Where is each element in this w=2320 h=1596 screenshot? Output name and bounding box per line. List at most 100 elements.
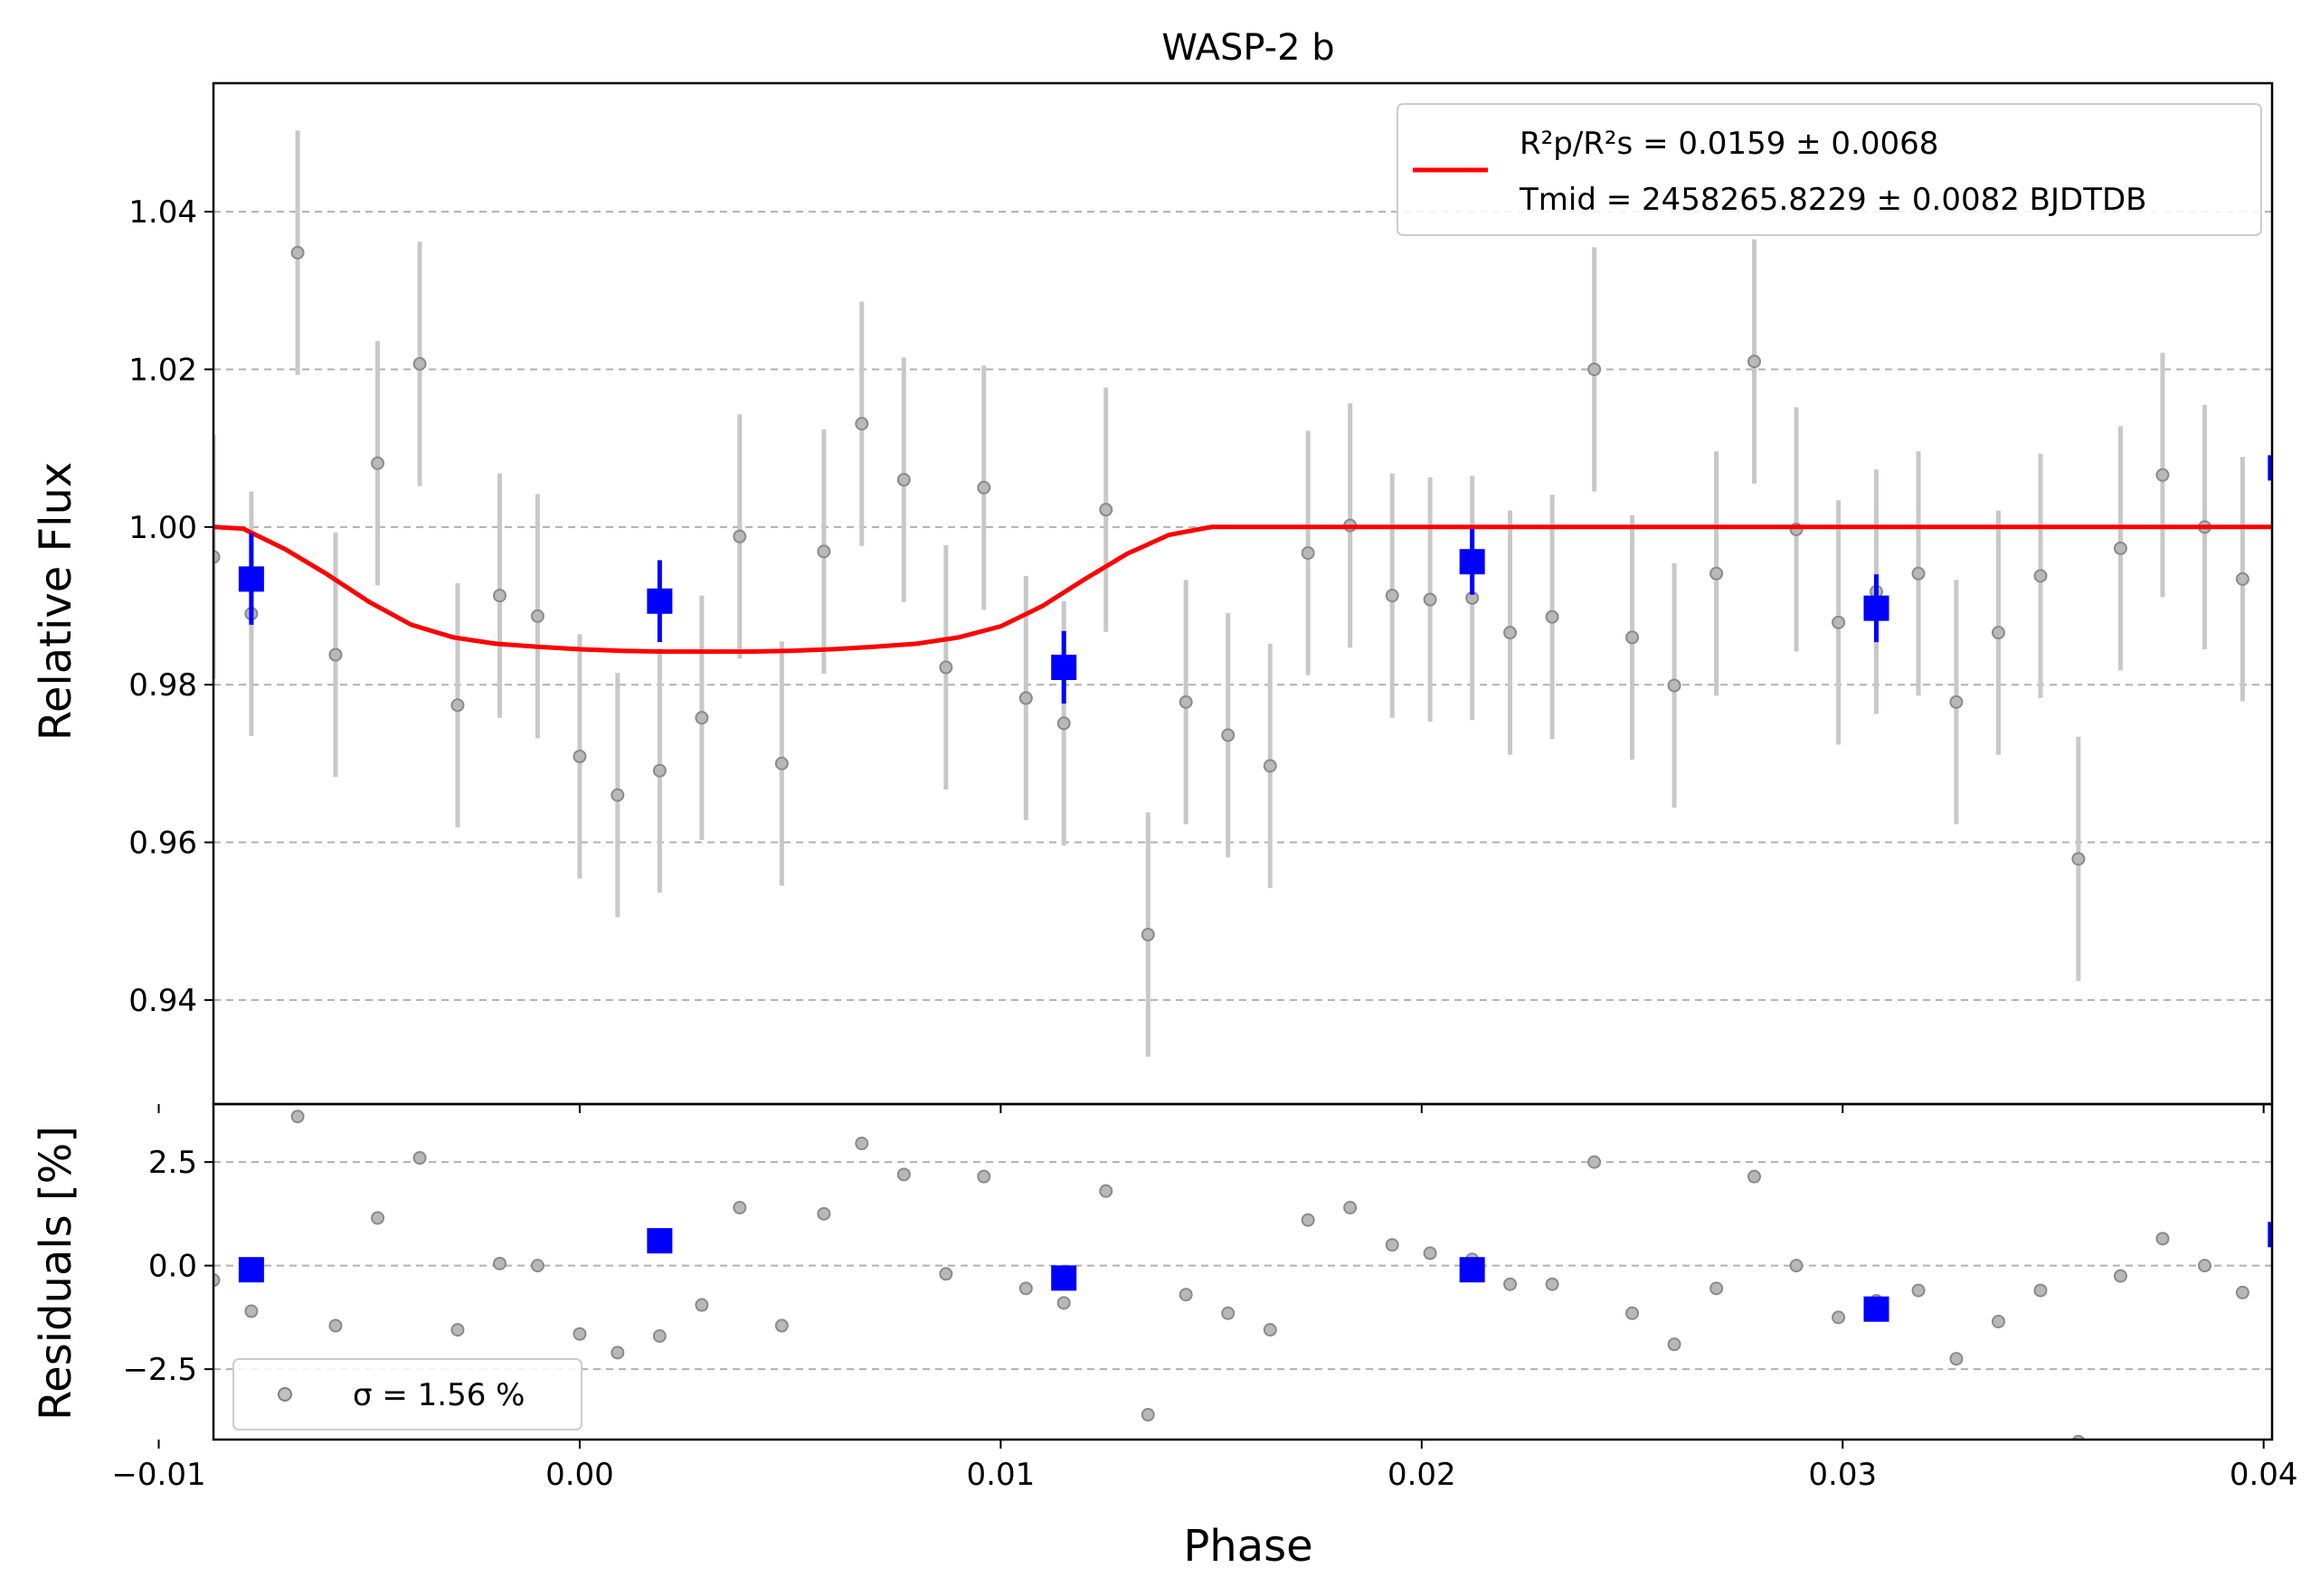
raw-residual-point bbox=[1911, 1283, 1926, 1298]
raw-data-point bbox=[855, 417, 869, 431]
raw-data-point bbox=[774, 756, 789, 770]
raw-residual-point bbox=[328, 1318, 343, 1333]
raw-residual-point bbox=[977, 1169, 991, 1184]
residual-y-tick-label: 0.0 bbox=[148, 1249, 197, 1285]
raw-residual-point bbox=[1545, 1277, 1559, 1291]
raw-residual-point bbox=[1179, 1288, 1193, 1302]
raw-data-point bbox=[1832, 615, 1846, 629]
raw-residual-point bbox=[1709, 1281, 1724, 1296]
raw-residual-point bbox=[1423, 1246, 1437, 1261]
binned-data-point bbox=[647, 588, 673, 614]
x-tick-label: 0.03 bbox=[1808, 1457, 1877, 1493]
x-tick-label: 0.04 bbox=[2230, 1457, 2298, 1493]
raw-data-point bbox=[1709, 566, 1724, 581]
raw-residual-point bbox=[2278, 1218, 2290, 1230]
raw-residual-point bbox=[1301, 1213, 1315, 1227]
raw-residual-point bbox=[450, 1323, 465, 1337]
raw-data-point bbox=[1099, 503, 1113, 517]
raw-data-point bbox=[1263, 759, 1277, 773]
raw-data-point bbox=[977, 480, 991, 495]
binned-data-point bbox=[238, 566, 264, 592]
raw-data-point bbox=[492, 589, 507, 603]
raw-residual-point bbox=[855, 1137, 869, 1151]
raw-data-point bbox=[2113, 541, 2127, 555]
raw-data-point bbox=[1503, 626, 1518, 640]
raw-residual-point bbox=[733, 1201, 747, 1215]
raw-residual-point bbox=[896, 1167, 911, 1182]
raw-residual-point bbox=[1099, 1184, 1113, 1198]
y-axis-label-flux: Relative Flux bbox=[31, 462, 81, 741]
raw-data-point bbox=[1018, 691, 1033, 705]
raw-residual-point bbox=[611, 1346, 625, 1360]
raw-data-point bbox=[573, 750, 587, 764]
raw-residual-point bbox=[2235, 1285, 2249, 1299]
raw-residual-point bbox=[2033, 1283, 2048, 1298]
residual-y-tick-label: 2.5 bbox=[148, 1145, 197, 1181]
x-tick-label: 0.01 bbox=[967, 1457, 1036, 1493]
binned-residual-point bbox=[238, 1257, 264, 1283]
binned-data-point bbox=[2268, 455, 2272, 481]
raw-residual-point bbox=[573, 1327, 587, 1341]
residual-axes-frame bbox=[212, 1102, 2274, 1441]
raw-residual-point bbox=[695, 1298, 709, 1312]
legend-fit-line-1: R²p/R²s = 0.0159 ± 0.0068 bbox=[1520, 126, 1938, 162]
raw-residual-point bbox=[652, 1328, 667, 1343]
raw-residual-point bbox=[1018, 1281, 1033, 1296]
raw-data-point bbox=[733, 529, 747, 543]
raw-residual-point bbox=[1747, 1169, 1762, 1184]
binned-data-point bbox=[1459, 549, 1485, 575]
flux-axes-frame bbox=[212, 81, 2274, 1106]
raw-residual-point bbox=[1503, 1277, 1518, 1291]
x-tick-label: 0.02 bbox=[1387, 1457, 1456, 1493]
raw-residual-point bbox=[817, 1206, 831, 1221]
raw-data-point bbox=[1385, 589, 1399, 603]
binned-data-point bbox=[1051, 655, 1077, 681]
raw-data-point bbox=[1179, 694, 1193, 709]
raw-data-point bbox=[2278, 444, 2290, 456]
raw-data-point bbox=[1587, 362, 1602, 376]
raw-data-point bbox=[695, 711, 709, 725]
raw-data-point bbox=[939, 660, 953, 675]
flux-plot-area: 0.94 0.96 0.98 1.00 1.02 1.04 bbox=[128, 81, 2290, 1113]
raw-residual-point bbox=[1343, 1201, 1358, 1215]
raw-data-point bbox=[1423, 592, 1437, 607]
raw-residual-point bbox=[1667, 1337, 1681, 1352]
chart-title: WASP-2 b bbox=[1161, 27, 1334, 69]
raw-data-point bbox=[896, 473, 911, 487]
raw-data-point bbox=[652, 763, 667, 778]
raw-data-point bbox=[1545, 609, 1559, 624]
raw-data-point bbox=[2235, 571, 2249, 586]
x-axis-label: Phase bbox=[1183, 1521, 1312, 1572]
transit-model-curve bbox=[213, 524, 2272, 655]
residuals-legend-marker bbox=[278, 1387, 292, 1402]
raw-residual-point bbox=[1949, 1352, 1964, 1366]
residuals-plot-area: −2.5 0.0 2.5 −0.01 0.00 0.01 0.02 0.03 0.04 bbox=[111, 1102, 2298, 1493]
raw-residual-point bbox=[1263, 1323, 1277, 1337]
residuals-legend-box bbox=[232, 1358, 582, 1431]
binned-residual-point bbox=[1051, 1265, 1077, 1291]
flux-y-tick-label: 1.02 bbox=[128, 352, 197, 388]
raw-data-point bbox=[2071, 852, 2086, 866]
raw-residual-point bbox=[244, 1304, 259, 1318]
residual-data-layer bbox=[213, 1110, 2290, 1440]
binned-data-point bbox=[1863, 595, 1889, 621]
x-tick-label: −0.01 bbox=[111, 1457, 205, 1493]
raw-data-point bbox=[1747, 354, 1762, 369]
residual-y-tick-label: −2.5 bbox=[122, 1352, 197, 1388]
raw-residual-point bbox=[774, 1318, 789, 1333]
binned-residual-point bbox=[1863, 1296, 1889, 1322]
raw-data-point bbox=[328, 647, 343, 662]
fit-legend: R²p/R²s = 0.0159 ± 0.0068 Tmid = 2458265… bbox=[1397, 103, 2262, 236]
raw-data-point bbox=[817, 544, 831, 559]
raw-residual-point bbox=[290, 1110, 305, 1124]
raw-data-point bbox=[1221, 728, 1236, 742]
raw-residual-point bbox=[2113, 1269, 2127, 1283]
raw-residual-point bbox=[1141, 1408, 1155, 1422]
raw-data-point bbox=[1667, 678, 1681, 693]
raw-residual-point bbox=[1385, 1238, 1399, 1252]
raw-data-point bbox=[450, 698, 465, 713]
raw-residual-point bbox=[939, 1267, 953, 1281]
flux-data-layer bbox=[213, 130, 2290, 1057]
